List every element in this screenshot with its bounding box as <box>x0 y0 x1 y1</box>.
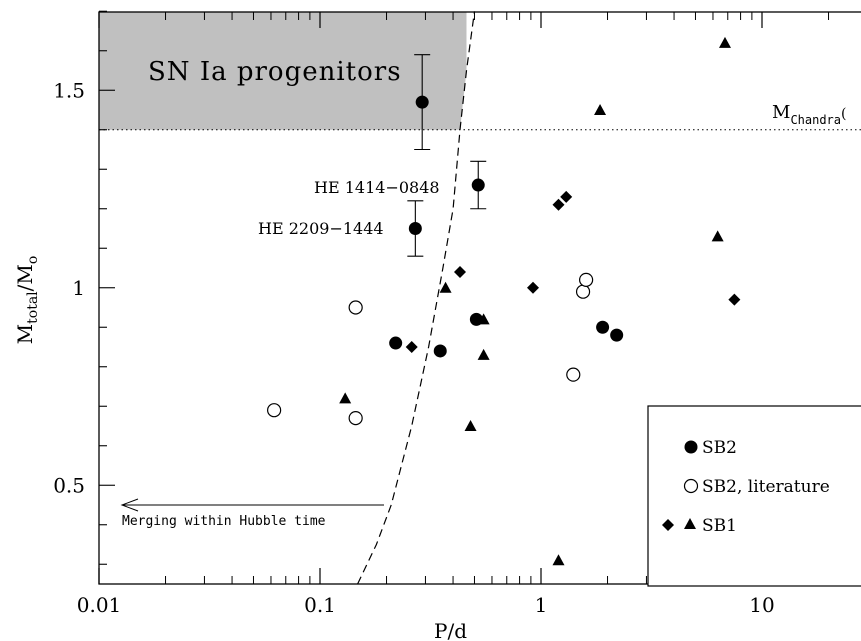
y-axis-label: Mtotal/Mo <box>13 256 41 345</box>
legend: SB2 SB2, literature SB1 <box>647 405 861 587</box>
x-tick-label: 1 <box>535 593 548 617</box>
axis-ticks: 0.01 0.1 1 10 0.5 1 1.5 <box>53 10 830 617</box>
sb1-triangle-point <box>439 281 452 293</box>
chandrasekhar-label-sun: ( <box>841 106 846 122</box>
sb1-diamond-point <box>728 293 741 306</box>
sb2-point <box>408 222 422 235</box>
y-axis-label-sub: total <box>25 291 41 324</box>
plot-frame <box>98 11 861 585</box>
legend-sb2-marker <box>684 440 698 454</box>
legend-box <box>647 405 861 587</box>
sb2-literature-point <box>348 300 363 315</box>
sb1-triangle-point <box>477 313 490 325</box>
x-tick-label: 10 <box>749 593 774 617</box>
sb1-triangle-point <box>339 392 352 404</box>
data-marks <box>267 36 741 566</box>
sb1-triangle-point <box>464 420 477 431</box>
legend-sb1-triangle <box>684 518 696 529</box>
legend-sb2-lit-label: SB2, literature <box>702 477 830 497</box>
sb1-diamond-point <box>405 341 418 353</box>
sb2-literature-point <box>575 284 591 299</box>
annotation-he2209: HE 2209−1444 <box>258 219 384 238</box>
sb2-point <box>415 95 429 109</box>
legend-sb2-lit-marker <box>683 478 699 494</box>
y-axis-label-rest: /M <box>13 264 37 291</box>
sb2-literature-point <box>348 411 363 426</box>
merging-arrow-head <box>120 498 139 512</box>
hubble-time-boundary-curve <box>357 11 476 585</box>
sb1-triangle-point <box>552 554 565 566</box>
sb1-diamond-point <box>560 190 573 203</box>
chandrasekhar-label: MChandra( <box>772 102 846 127</box>
y-tick-label: 1 <box>72 276 85 300</box>
chandrasekhar-label-sub: Chandra <box>790 113 841 127</box>
chandrasekhar-label-main: M <box>772 102 790 123</box>
sb1-triangle-point <box>718 36 731 48</box>
sb2-point <box>596 320 610 334</box>
sb2-point <box>610 328 624 342</box>
sb2-literature-point <box>566 367 581 382</box>
x-tick-label: 0.01 <box>77 593 122 617</box>
sb2-point <box>389 336 403 350</box>
sb2-point <box>433 344 447 358</box>
y-axis-label-sub2: o <box>25 256 41 264</box>
sb2-point <box>471 178 485 192</box>
sn-ia-progenitor-region <box>99 12 467 130</box>
x-tick-label: 0.1 <box>304 593 336 617</box>
legend-sb1-diamond <box>662 519 674 531</box>
merging-note: Merging within Hubble time <box>122 514 326 529</box>
sb1-diamond-point <box>453 265 466 278</box>
annotation-he1414: HE 1414−0848 <box>314 178 440 197</box>
y-tick-label: 0.5 <box>53 473 85 497</box>
sb2-literature-point <box>579 272 594 287</box>
sn-ia-region-label: SN Ia progenitors <box>148 57 402 87</box>
sb1-triangle-point <box>594 104 607 115</box>
sb1-triangle-point <box>711 230 724 242</box>
sb1-triangle-point <box>477 348 490 360</box>
y-axis-label-m: M <box>13 324 37 344</box>
y-tick-label: 1.5 <box>53 78 85 102</box>
x-axis-label: P/d <box>434 619 467 641</box>
sb1-diamond-point <box>526 281 539 294</box>
legend-sb2-label: SB2 <box>702 438 737 458</box>
sb2-literature-point <box>267 403 282 418</box>
sb1-diamond-point <box>552 198 565 211</box>
legend-sb1-label: SB1 <box>702 516 737 536</box>
